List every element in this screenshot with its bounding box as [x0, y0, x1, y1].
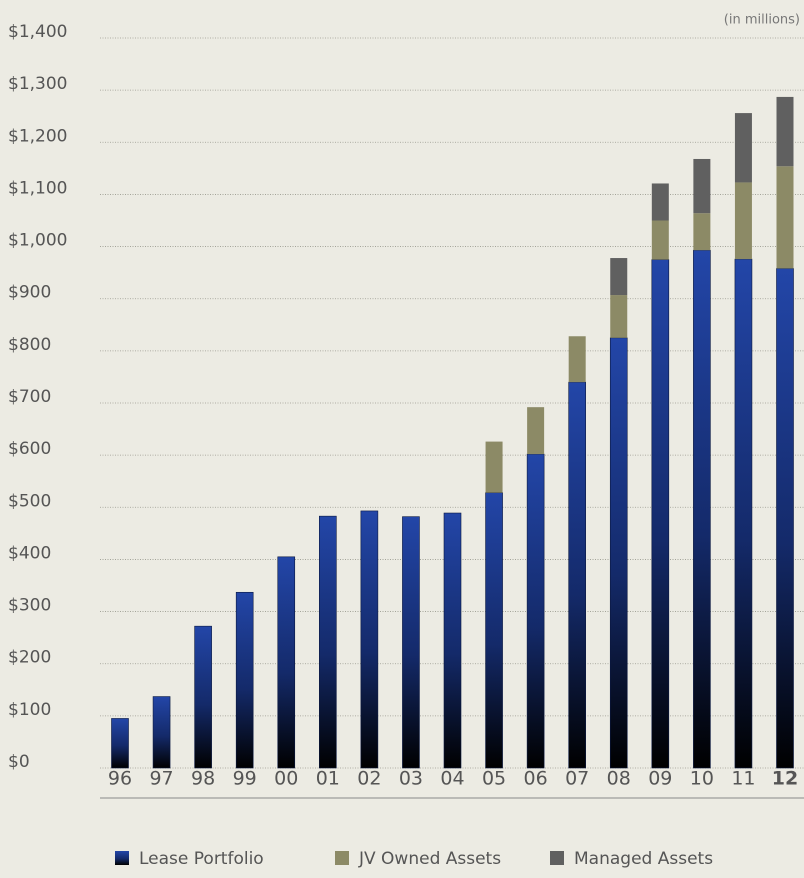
- annotation: (in millions): [724, 13, 800, 28]
- x-tick-label: 08: [607, 768, 631, 790]
- x-tick-label: 11: [731, 768, 755, 790]
- bar-segment: [693, 213, 711, 251]
- bar-segment: [194, 625, 212, 769]
- y-tick-label: $400: [8, 543, 51, 563]
- bar-segment: [776, 268, 794, 769]
- bar-segment: [651, 259, 670, 769]
- bar-segment: [277, 556, 296, 769]
- y-tick-label: $500: [8, 491, 51, 511]
- bar-segment: [651, 183, 669, 221]
- y-tick-label: $300: [8, 596, 51, 616]
- bar-segment: [568, 336, 586, 383]
- bar-segment: [734, 113, 752, 183]
- bar-segment: [443, 512, 462, 769]
- bar-segment: [651, 220, 669, 260]
- bar-segment: [526, 453, 545, 769]
- y-tick-label: $1,200: [8, 126, 67, 146]
- bar-segment: [609, 337, 628, 769]
- x-tick-label: 01: [316, 768, 340, 790]
- bar-segment: [402, 516, 420, 769]
- legend-swatch: [550, 851, 564, 865]
- x-tick-label: 02: [357, 768, 381, 790]
- bar-segment: [111, 718, 129, 769]
- y-tick-label: $1,300: [8, 74, 67, 94]
- bar-segment: [235, 591, 254, 769]
- bar-segment: [734, 258, 753, 769]
- legend-label: Managed Assets: [574, 849, 713, 869]
- x-tick-label: 98: [191, 768, 215, 790]
- x-tick-label: 09: [648, 768, 672, 790]
- bar-segment: [319, 515, 337, 769]
- y-tick-label: $1,100: [8, 178, 67, 198]
- bar-segment: [693, 249, 711, 769]
- x-tick-label: 97: [149, 768, 173, 790]
- y-tick-label: $1,000: [8, 231, 67, 251]
- bar-segment: [776, 166, 794, 269]
- y-tick-label: $100: [8, 700, 51, 720]
- x-tick-label: 06: [524, 768, 548, 790]
- bar-segment: [152, 696, 171, 769]
- x-tick-label: 05: [482, 768, 506, 790]
- y-tick-label: $600: [8, 439, 51, 459]
- x-tick-label: 03: [399, 768, 423, 790]
- y-tick-label: $200: [8, 648, 51, 668]
- bar-segment: [776, 96, 794, 167]
- legend-label: JV Owned Assets: [358, 849, 501, 869]
- legend-swatch: [335, 851, 349, 865]
- bar-segment: [527, 407, 545, 455]
- y-tick-label: $700: [8, 387, 51, 407]
- x-tick-label: 10: [690, 768, 714, 790]
- bar-segment: [734, 182, 752, 260]
- bar-segment: [693, 158, 711, 214]
- bar-segment: [485, 441, 503, 493]
- x-tick-label: 00: [274, 768, 298, 790]
- x-tick-label: 04: [440, 768, 464, 790]
- bar-segment: [360, 510, 379, 769]
- legend-swatch: [115, 851, 129, 865]
- x-tick-label: 96: [108, 768, 132, 790]
- bar-segment: [485, 492, 503, 769]
- y-tick-label: $800: [8, 335, 51, 355]
- bar-segment: [610, 295, 628, 338]
- x-tick-label: 07: [565, 768, 589, 790]
- y-tick-label: $0: [8, 752, 30, 772]
- y-tick-label: $1,400: [8, 22, 67, 42]
- bar-segment: [568, 381, 586, 769]
- bar-segment: [610, 258, 628, 296]
- x-tick-label: 12: [772, 768, 798, 790]
- y-tick-label: $900: [8, 283, 51, 303]
- legend-label: Lease Portfolio: [139, 849, 264, 869]
- x-tick-label: 99: [233, 768, 257, 790]
